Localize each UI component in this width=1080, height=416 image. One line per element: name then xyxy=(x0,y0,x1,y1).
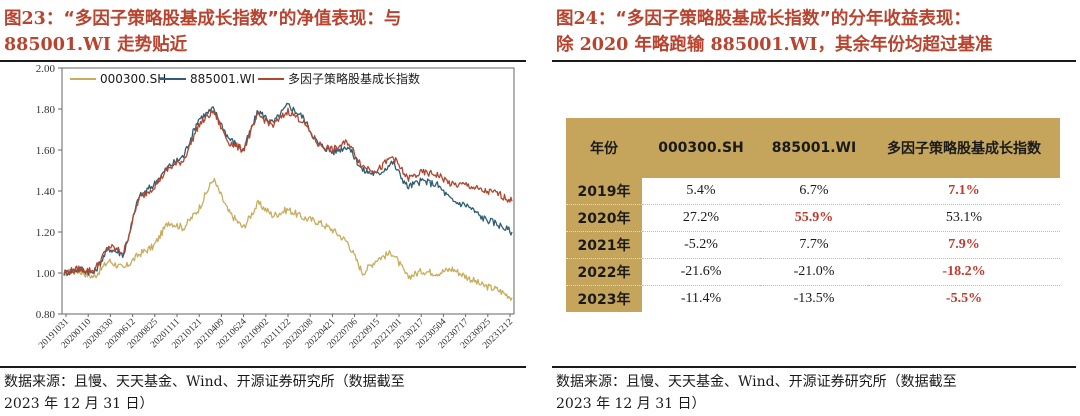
cell-885001: 7.7% xyxy=(760,231,868,259)
figure-24-title-number: 24 xyxy=(573,9,598,29)
figure-24-title-year: 2020 xyxy=(579,35,629,55)
cell-multifactor: -18.2% xyxy=(868,258,1060,286)
figure-24-source: 数据来源：且慢、天天基金、Wind、开源证券研究所（数据截至 2023 年 12… xyxy=(556,371,1080,415)
plot-frame xyxy=(61,67,515,315)
cell-000300: 27.2% xyxy=(642,204,760,232)
figure-24-title-prefix: 图 xyxy=(556,9,574,29)
table-row: 2023年 -11.4% -13.5% -5.5% xyxy=(566,285,1060,312)
legend-label: 多因子策略股基成长指数 xyxy=(288,71,420,86)
figure-24-title-text: ：“多因子策略股基成长指数”的分年收益表现： xyxy=(597,9,971,29)
y-axis-ticks: 0.80 1.00 1.20 1.40 1.60 1.80 2.00 xyxy=(36,63,62,321)
cell-multifactor: 53.1% xyxy=(868,204,1060,232)
cell-000300: -5.2% xyxy=(642,231,760,259)
legend-label: 885001.WI xyxy=(190,72,255,86)
figure-24-source-line1: 数据来源：且慢、天天基金、Wind、开源证券研究所（数据截至 xyxy=(556,374,957,390)
table-row: 2019年 5.4% 6.7% 7.1% xyxy=(566,178,1060,205)
cell-885001: -13.5% xyxy=(793,291,835,306)
figure-23-title-text: ：“多因子策略股基成长指数”的净值表现：与 xyxy=(45,9,402,29)
figure-24-source-line2: 2023 年 12 月 31 日） xyxy=(556,396,706,412)
table-header-row: 年份 000300.SH 885001.WI 多因子策略股基成长指数 xyxy=(566,118,1060,178)
x-axis-ticks: 2019103120200110202003302020061220200825… xyxy=(37,314,515,351)
y-tick-label: 1.00 xyxy=(36,268,56,280)
figure-23-title-prefix: 图 xyxy=(4,9,22,29)
figure-24-title-pre: 除 xyxy=(556,35,580,55)
series-lines xyxy=(63,102,513,301)
series-line xyxy=(63,107,513,276)
legend-label: 000300.SH xyxy=(100,72,166,86)
nav-line-chart: 0.80 1.00 1.20 1.40 1.60 1.80 2.00 20191031202… xyxy=(36,63,516,351)
figure-24-title-mid: 年略跑输 xyxy=(628,35,711,55)
cell-year: 2022年 xyxy=(566,258,642,286)
series-line xyxy=(63,177,513,301)
cell-year: 2020年 xyxy=(566,204,642,232)
table-row: 2020年 27.2% 55.9% 53.1% xyxy=(566,204,1060,232)
y-tick-label: 1.60 xyxy=(36,145,56,157)
cell-multifactor: 7.1% xyxy=(868,178,1060,205)
figure-24-title: 图24：“多因子策略股基成长指数”的分年收益表现： 除 2020 年略跑输 88… xyxy=(556,6,1080,58)
figure-23-source-line1: 数据来源：且慢、天天基金、Wind、开源证券研究所（数据截至 xyxy=(4,374,405,390)
cell-year: 2023年 xyxy=(566,285,642,312)
cell-885001: 6.7% xyxy=(760,178,868,205)
cell-885001: -21.0% xyxy=(760,258,868,286)
y-tick-label: 1.20 xyxy=(36,227,56,239)
figure-24-bottom-rule xyxy=(552,366,1076,368)
figure-24-panel: 图24：“多因子策略股基成长指数”的分年收益表现： 除 2020 年略跑输 88… xyxy=(552,0,1076,416)
header-885001: 885001.WI xyxy=(760,118,868,178)
figure-23-title-line2: 走势贴近 xyxy=(111,35,188,55)
figure-23-title-number: 23 xyxy=(21,9,46,29)
y-tick-label: 1.40 xyxy=(36,186,56,198)
series-line xyxy=(63,102,513,276)
figure-23-title: 图23：“多因子策略股基成长指数”的净值表现：与 885001.WI 走势贴近 xyxy=(4,6,530,58)
figure-23-bottom-rule xyxy=(0,366,526,368)
figure-24-top-rule xyxy=(552,60,1076,62)
annual-returns-table: 年份 000300.SH 885001.WI 多因子策略股基成长指数 2019年… xyxy=(566,118,1060,312)
y-tick-label: 0.80 xyxy=(36,309,56,321)
figure-23-panel: 图23：“多因子策略股基成长指数”的净值表现：与 885001.WI 走势贴近 … xyxy=(0,0,526,416)
cell-year: 2021年 xyxy=(566,231,642,259)
cell-885001: 55.9% xyxy=(760,204,868,232)
cell-multifactor: 7.9% xyxy=(868,231,1060,259)
header-year: 年份 xyxy=(566,118,642,178)
table-body: 2019年 5.4% 6.7% 7.1% 2020年 27.2% 55.9% 53.1% 202… xyxy=(566,178,1060,312)
y-tick-label: 2.00 xyxy=(36,63,56,75)
cell-000300: 5.4% xyxy=(642,178,760,205)
table-row: 2022年 -21.6% -21.0% -18.2% xyxy=(566,258,1060,286)
cell-year: 2019年 xyxy=(566,178,642,205)
figure-23-source-line2: 2023 年 12 月 31 日） xyxy=(4,396,154,412)
cell-000300: -11.4% xyxy=(680,291,722,306)
figure-23-top-rule xyxy=(0,60,526,62)
cell-multifactor: -5.5% xyxy=(945,291,983,306)
table-row: 2021年 -5.2% 7.7% 7.9% xyxy=(566,231,1060,259)
figure-23-source: 数据来源：且慢、天天基金、Wind、开源证券研究所（数据截至 2023 年 12… xyxy=(4,371,530,415)
chart-legend: 000300.SH 885001.WI 多因子策略股基成长指数 xyxy=(70,71,420,86)
y-tick-label: 1.80 xyxy=(36,104,56,116)
figure-24-title-code: 885001.WI xyxy=(710,35,818,55)
header-000300: 000300.SH xyxy=(642,118,760,178)
figure-23-title-code: 885001.WI xyxy=(4,35,111,55)
header-multifactor: 多因子策略股基成长指数 xyxy=(868,118,1060,178)
figure-24-title-post: ，其余年份均超过基准 xyxy=(817,35,993,55)
cell-000300: -21.6% xyxy=(642,258,760,286)
